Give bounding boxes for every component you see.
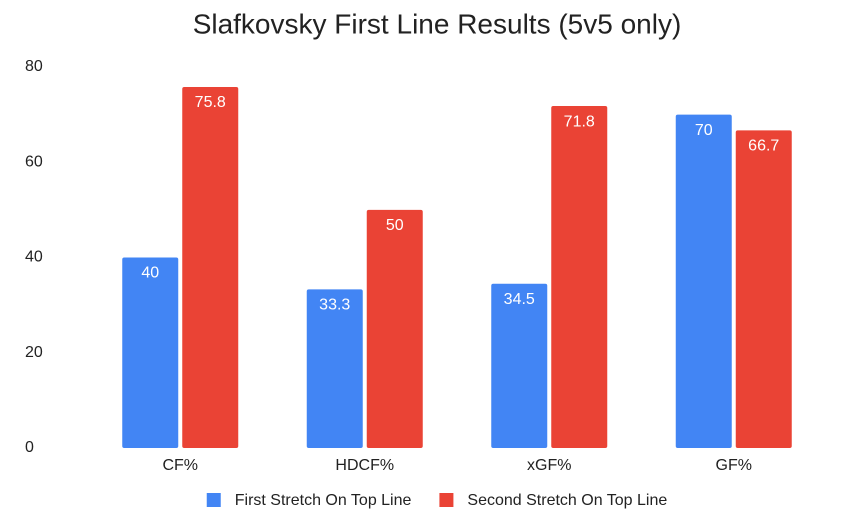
value-label: 50 [386,217,404,234]
value-label: 34.5 [504,291,535,308]
bar [491,283,548,448]
value-label: 70 [695,122,713,139]
value-label: 75.8 [195,94,226,111]
legend-swatch [206,493,221,507]
y-tick-label: 0 [25,439,34,456]
bar [551,106,608,449]
x-tick-label: HDCF% [335,457,394,474]
bar [306,289,363,448]
y-tick-label: 60 [25,153,43,170]
x-tick-label: GF% [716,457,752,474]
bar [366,209,423,448]
y-tick-label: 20 [25,344,43,361]
bar [675,114,732,448]
value-label: 66.7 [748,138,779,155]
legend-swatch [439,493,454,507]
bar [182,87,239,448]
value-label: 40 [141,265,159,282]
bar [122,257,179,448]
y-tick-label: 40 [25,249,43,266]
value-label: 33.3 [319,297,350,314]
x-tick-label: CF% [162,457,198,474]
bar [735,130,792,448]
chart-title: Slafkovsky First Line Results (5v5 only) [193,8,682,39]
value-label: 71.8 [564,113,595,130]
legend-label: First Stretch On Top Line [235,492,412,509]
legend-label: Second Stretch On Top Line [467,492,667,509]
x-tick-label: xGF% [527,457,571,474]
y-tick-label: 80 [25,58,43,75]
